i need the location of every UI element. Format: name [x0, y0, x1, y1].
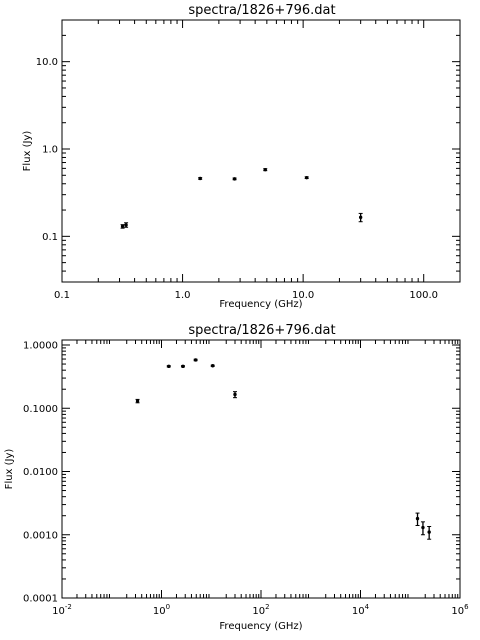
chart-title-top: spectra/1826+796.dat	[188, 3, 335, 18]
plot-frame-top	[61, 19, 461, 283]
y-tick-label: 0.0100	[23, 467, 58, 478]
point-marker	[198, 176, 202, 181]
y-tick-label: 0.1	[42, 232, 58, 243]
data-point	[193, 358, 198, 362]
x-tick-label: 0.1	[54, 290, 70, 301]
data-point	[415, 512, 420, 527]
tick-marks-bottom	[61, 340, 461, 599]
data-point	[166, 364, 171, 369]
x-tick-exponent: -2	[65, 603, 72, 611]
data-point	[263, 167, 268, 172]
point-marker	[415, 516, 420, 521]
data-point	[210, 364, 215, 368]
data-point	[124, 222, 129, 228]
point-marker	[120, 224, 125, 229]
x-tick-exponent: 6	[464, 603, 469, 611]
data-point	[198, 176, 203, 181]
x-tick-label: 100	[153, 603, 170, 617]
x-axis-label-top: Frequency (GHz)	[219, 299, 302, 310]
point-marker	[193, 358, 198, 362]
point-marker	[263, 167, 267, 172]
point-marker	[167, 364, 171, 369]
y-tick-label: 0.0001	[23, 594, 58, 605]
point-marker	[421, 525, 425, 530]
data-point	[358, 212, 363, 223]
point-marker	[233, 392, 237, 397]
data-point	[232, 177, 237, 181]
data-point	[304, 175, 309, 180]
x-tick-label: 106	[451, 603, 469, 617]
y-tick-label: 0.1000	[23, 404, 58, 415]
x-tick-exponent: 2	[265, 603, 269, 611]
x-tick-label: 10-2	[52, 603, 72, 617]
data-point	[427, 526, 432, 540]
y-axis-label-bottom: Flux (Jy)	[4, 449, 15, 490]
tick-marks-top	[61, 20, 460, 282]
y-tick-label: 0.0010	[23, 530, 58, 541]
x-tick-exponent: 0	[166, 603, 170, 611]
point-marker	[135, 399, 140, 403]
plot-frame-bottom	[61, 339, 461, 599]
data-point	[232, 391, 237, 399]
x-tick-label: 1.0	[175, 290, 191, 301]
data-point	[180, 364, 185, 369]
chart-title-bottom: spectra/1826+796.dat	[188, 323, 335, 338]
point-marker	[427, 530, 431, 534]
point-marker	[304, 175, 309, 180]
data-points-bottom	[135, 358, 432, 540]
point-marker	[232, 177, 237, 181]
data-point	[135, 398, 140, 404]
x-tick-label: 10.0	[292, 290, 314, 301]
point-marker	[211, 364, 215, 368]
x-axis-label-bottom: Frequency (GHz)	[219, 621, 302, 632]
x-tick-label: 100.0	[409, 290, 438, 301]
tick-labels-bottom: 10-2 100 102 104 106 0.0001 0.0010 0.0100 0.1000…	[23, 341, 469, 617]
point-marker	[124, 223, 128, 227]
tick-labels-top: 0.1 1.0 10.0 100.0 0.1 1.0 10.0	[36, 57, 438, 301]
chart-panel-top: spectra/1826+796.dat Frequency (GHz) Flu…	[22, 3, 461, 310]
data-point	[120, 224, 125, 229]
y-axis-label-top: Flux (Jy)	[22, 131, 33, 172]
y-tick-label: 1.0000	[23, 341, 58, 352]
data-points-top	[120, 167, 363, 229]
data-point	[420, 521, 425, 536]
y-tick-label: 10.0	[36, 57, 58, 68]
x-tick-label: 104	[352, 603, 370, 617]
point-marker	[181, 364, 185, 369]
x-tick-exponent: 4	[365, 603, 370, 611]
point-marker	[358, 215, 363, 220]
y-tick-label: 1.0	[42, 145, 58, 156]
x-tick-label: 102	[252, 603, 269, 617]
chart-panel-bottom: spectra/1826+796.dat Frequency (GHz) Flu…	[4, 323, 469, 632]
